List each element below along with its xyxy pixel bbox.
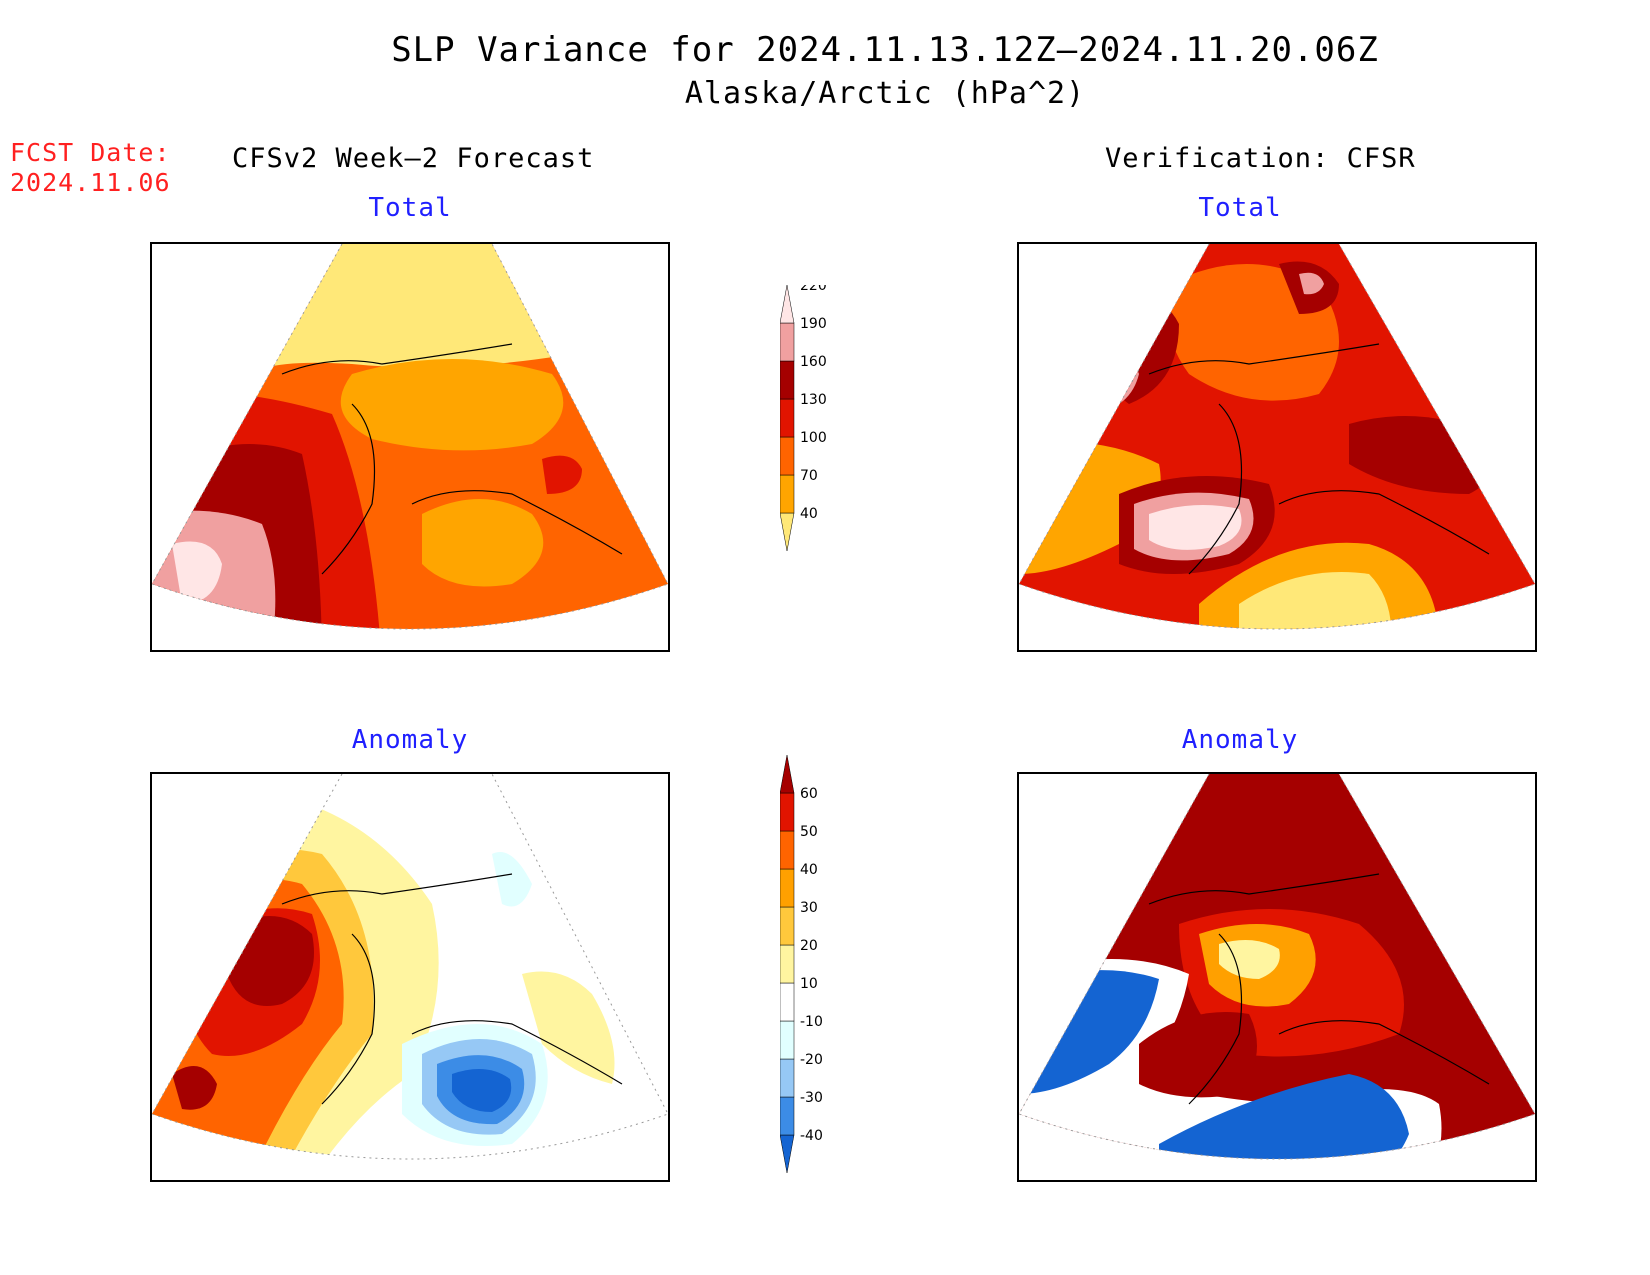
colorbar-anomaly-swatch bbox=[780, 792, 795, 832]
colorbar-anomaly-swatch bbox=[780, 1134, 795, 1174]
colorbar-total-swatch bbox=[780, 322, 795, 362]
colorbar-anomaly-swatch bbox=[780, 830, 795, 870]
colorbar-total-tick-label: 130 bbox=[800, 392, 827, 408]
verification-anomaly-title: Anomaly bbox=[1181, 725, 1299, 755]
colorbar-anomaly-tick-label: -40 bbox=[800, 1128, 823, 1144]
colorbar-anomaly: -40 -30 -20 -10 10 20 30 40 50 60 bbox=[780, 755, 823, 1174]
fcst-date-label: FCST Date: bbox=[10, 138, 171, 167]
forecast-total-map bbox=[150, 242, 670, 652]
colorbar-total-tick-label: 100 bbox=[800, 430, 827, 446]
colorbar-total-tick-label: 40 bbox=[800, 506, 818, 522]
colorbar-total-swatch bbox=[780, 474, 795, 514]
colorbar-anomaly-tick-label: 10 bbox=[800, 976, 818, 992]
colorbar-anomaly-tick-label: 30 bbox=[800, 900, 818, 916]
colorbar-anomaly-swatch bbox=[780, 1096, 795, 1136]
colorbar-anomaly-swatch bbox=[780, 1020, 795, 1060]
colorbar-anomaly-swatch bbox=[780, 982, 795, 1022]
forecast-total-title: Total bbox=[368, 193, 452, 223]
chart-subtitle: Alaska/Arctic (hPa^2) bbox=[684, 76, 1086, 111]
colorbar-total-tick-label: 160 bbox=[800, 354, 827, 370]
colorbar-anomaly-swatch bbox=[780, 944, 795, 984]
forecast-column-title: CFSv2 Week–2 Forecast bbox=[232, 143, 595, 174]
colorbar-anomaly-swatch bbox=[780, 1058, 795, 1098]
colorbar-anomaly-swatch bbox=[780, 906, 795, 946]
colorbar-anomaly-tick-label: -10 bbox=[800, 1014, 823, 1030]
chart-title: SLP Variance for 2024.11.13.12Z–2024.11.… bbox=[391, 30, 1379, 70]
fcst-date-value: 2024.11.06 bbox=[10, 168, 171, 197]
colorbar-anomaly-tick-label: 60 bbox=[800, 786, 818, 802]
fcst-date: FCST Date: 2024.11.06 bbox=[10, 138, 171, 198]
colorbar-anomaly-tick-label: 50 bbox=[800, 824, 818, 840]
colorbar-anomaly-tick-label: 20 bbox=[800, 938, 818, 954]
colorbar-total-swatch bbox=[780, 360, 795, 400]
verification-column-title: Verification: CFSR bbox=[1105, 143, 1416, 174]
verification-total-title: Total bbox=[1198, 193, 1282, 223]
colorbar-total-tick-label: 70 bbox=[800, 468, 818, 484]
verification-anomaly-map bbox=[1017, 772, 1537, 1182]
colorbar-anomaly-tick-label: 40 bbox=[800, 862, 818, 878]
forecast-anomaly-map bbox=[150, 772, 670, 1182]
colorbar-anomaly-tick-label: -20 bbox=[800, 1052, 823, 1068]
colorbar-anomaly-tick-label: -30 bbox=[800, 1090, 823, 1106]
colorbar-total-swatch bbox=[780, 436, 795, 476]
colorbar-anomaly-swatch bbox=[780, 755, 795, 794]
colorbar-total-swatch bbox=[780, 512, 795, 552]
colorbar-total-swatch bbox=[780, 398, 795, 438]
colorbar-total-swatch bbox=[780, 285, 795, 324]
colorbar-total-tick-label: 190 bbox=[800, 316, 827, 332]
colorbar-anomaly-swatch bbox=[780, 868, 795, 908]
colorbar-total: 40 70 100 130 160 190 220 bbox=[780, 285, 827, 552]
colorbar-total-tick-label: 220 bbox=[800, 285, 827, 294]
forecast-anomaly-title: Anomaly bbox=[351, 725, 469, 755]
verification-total-map bbox=[1017, 242, 1537, 652]
